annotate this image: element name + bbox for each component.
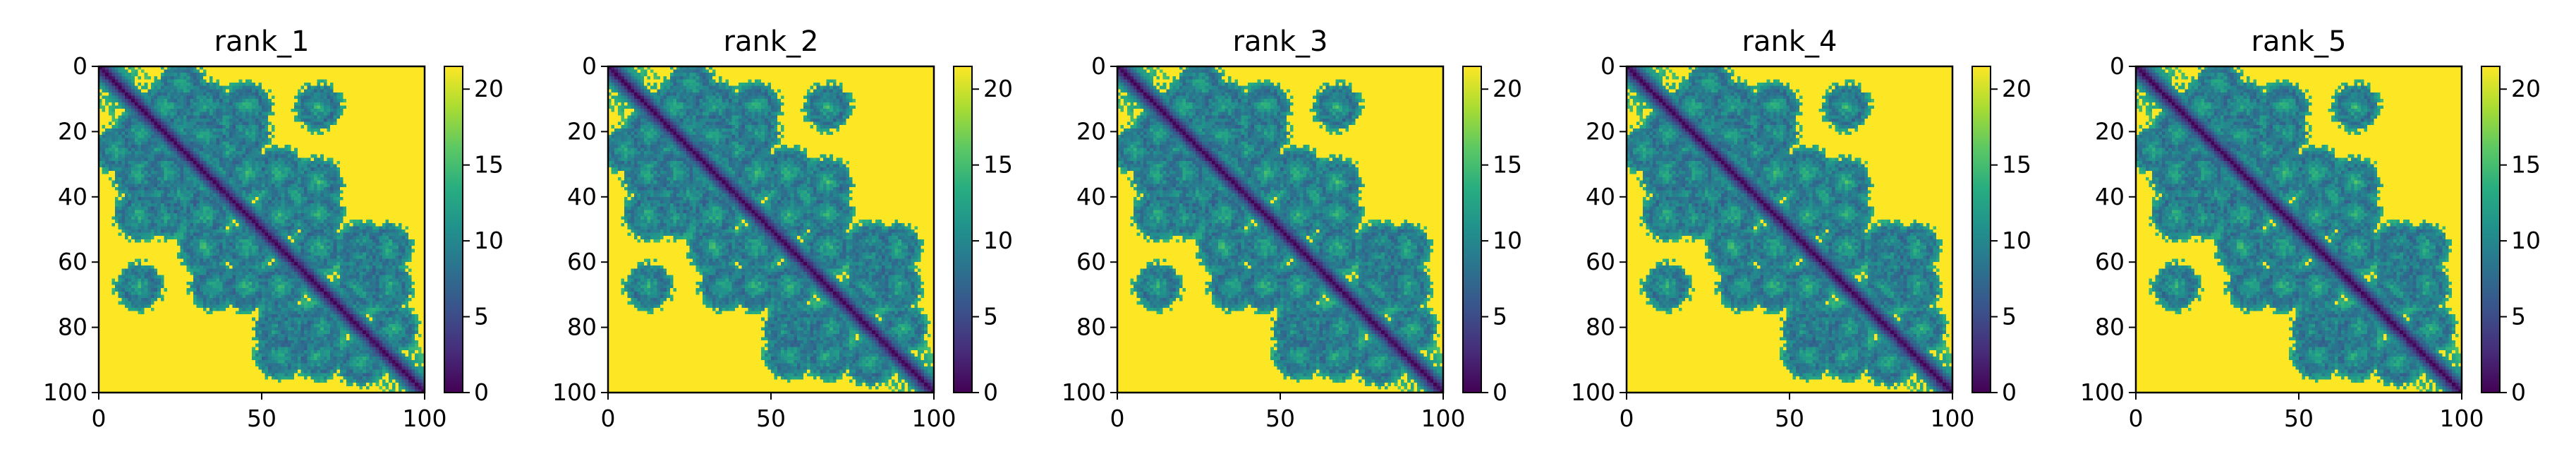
y-tick-label: 40 [1586, 183, 1615, 210]
y-tick-label: 60 [2095, 248, 2125, 275]
y-tick-label: 0 [1600, 52, 1615, 80]
colorbar-tick-label: 15 [2511, 151, 2541, 179]
colorbar-frame [1972, 66, 1991, 393]
colorbar-tick-label: 0 [1493, 378, 1507, 406]
colorbar-tick-label: 20 [1493, 75, 1522, 102]
colorbar [444, 66, 463, 393]
colorbar [954, 66, 972, 393]
colorbar-tick-label: 5 [983, 303, 998, 330]
y-tick-label: 60 [1586, 248, 1615, 275]
colorbar-tick-label: 10 [1493, 227, 1522, 254]
colorbar-tick-label: 10 [474, 227, 504, 254]
colorbar-tick-label: 20 [2002, 75, 2031, 102]
heatmap-image [99, 66, 425, 393]
x-tick-label: 100 [403, 405, 447, 432]
x-tick-label: 0 [1110, 405, 1125, 432]
y-tick-label: 100 [1571, 378, 1615, 406]
x-tick-label: 100 [2440, 405, 2484, 432]
colorbar-tick-label: 5 [2002, 303, 2017, 330]
y-tick-label: 80 [1586, 313, 1615, 341]
colorbar-frame [444, 66, 463, 393]
x-tick-label: 50 [1265, 405, 1295, 432]
y-tick-label: 0 [2110, 52, 2125, 80]
y-tick-label: 40 [567, 183, 597, 210]
y-tick-label: 100 [1062, 378, 1106, 406]
y-tick-label: 60 [1076, 248, 1106, 275]
y-tick-label: 20 [1076, 117, 1106, 145]
colorbar-tick-label: 15 [1493, 151, 1522, 179]
y-tick-label: 20 [1586, 117, 1615, 145]
heatmap-image [1627, 66, 1952, 393]
y-tick-label: 40 [1076, 183, 1106, 210]
x-tick-label: 100 [912, 405, 956, 432]
colorbar [1972, 66, 1991, 393]
colorbar-frame [1462, 66, 1482, 393]
y-tick-label: 80 [1076, 313, 1106, 341]
colorbar-frame [953, 66, 973, 393]
y-tick-label: 100 [2080, 378, 2125, 406]
colorbar-tick-label: 0 [2002, 378, 2017, 406]
y-tick-label: 80 [58, 313, 87, 341]
colorbar-tick-label: 15 [983, 151, 1013, 179]
y-tick-label: 20 [567, 117, 597, 145]
y-tick-label: 80 [2095, 313, 2125, 341]
heatmap-image [2136, 66, 2462, 393]
y-tick-label: 20 [58, 117, 87, 145]
x-tick-label: 0 [601, 405, 616, 432]
y-tick-label: 100 [552, 378, 597, 406]
colorbar-tick-label: 20 [983, 75, 1013, 102]
colorbar-tick-label: 10 [983, 227, 1013, 254]
x-tick-label: 0 [92, 405, 107, 432]
colorbar-tick-label: 0 [983, 378, 998, 406]
heatmap-image [608, 66, 934, 393]
colorbar-frame [2481, 66, 2501, 393]
colorbar-tick-label: 5 [2511, 303, 2526, 330]
y-tick-label: 40 [2095, 183, 2125, 210]
colorbar-tick-label: 10 [2002, 227, 2031, 254]
y-tick-label: 100 [43, 378, 87, 406]
y-tick-label: 20 [2095, 117, 2125, 145]
panel-title: rank_2 [724, 25, 819, 58]
heatmap-image [1117, 66, 1443, 393]
colorbar-tick-label: 5 [474, 303, 489, 330]
x-tick-label: 50 [756, 405, 786, 432]
y-tick-label: 0 [73, 52, 87, 80]
x-tick-label: 50 [2284, 405, 2314, 432]
x-tick-label: 50 [1775, 405, 1804, 432]
colorbar-tick-label: 15 [474, 151, 504, 179]
colorbar-tick-label: 5 [1493, 303, 1507, 330]
x-tick-label: 50 [247, 405, 277, 432]
y-tick-label: 0 [582, 52, 597, 80]
panel-title: rank_5 [2252, 25, 2347, 58]
y-tick-label: 60 [567, 248, 597, 275]
colorbar-tick-label: 0 [474, 378, 489, 406]
y-tick-label: 60 [58, 248, 87, 275]
y-tick-label: 80 [567, 313, 597, 341]
x-tick-label: 0 [2129, 405, 2144, 432]
x-tick-label: 100 [1931, 405, 1975, 432]
y-tick-label: 0 [1091, 52, 1106, 80]
colorbar-tick-label: 20 [2511, 75, 2541, 102]
colorbar [2481, 66, 2500, 393]
colorbar-tick-label: 20 [474, 75, 504, 102]
colorbar-tick-label: 0 [2511, 378, 2526, 406]
colorbar [1463, 66, 1481, 393]
y-tick-label: 40 [58, 183, 87, 210]
x-tick-label: 100 [1421, 405, 1466, 432]
panel-title: rank_3 [1233, 25, 1328, 58]
panel-title: rank_1 [214, 25, 310, 58]
colorbar-tick-label: 10 [2511, 227, 2541, 254]
panel-title: rank_4 [1742, 25, 1837, 58]
x-tick-label: 0 [1620, 405, 1634, 432]
colorbar-tick-label: 15 [2002, 151, 2031, 179]
